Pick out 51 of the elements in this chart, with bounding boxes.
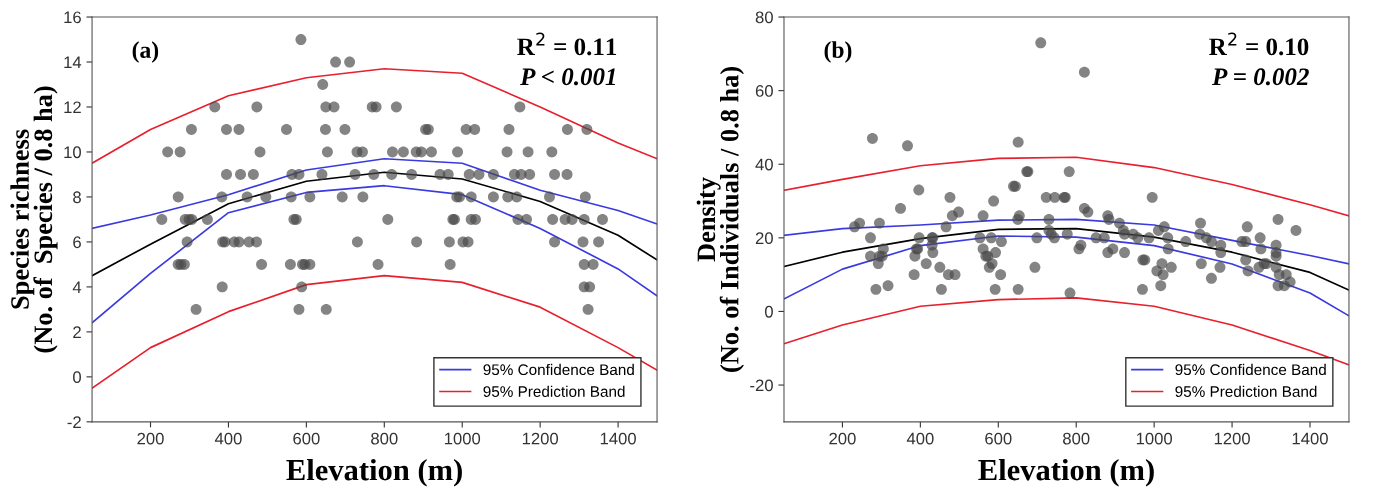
x-tick-label: 1200 <box>522 432 559 445</box>
y-tick-label: 0 <box>764 305 773 318</box>
line-series <box>783 218 1349 265</box>
legend-label: 95% Confidence Band <box>1175 363 1326 376</box>
legend-label: 95% Confidence Band <box>483 363 634 376</box>
annotation: (a) <box>132 41 159 63</box>
x-tick-label: 1400 <box>600 432 636 445</box>
y-tick-label: 6 <box>73 236 81 249</box>
y-tick-label: 80 <box>755 11 773 24</box>
x-tick-label: 1000 <box>444 432 481 445</box>
y-tick-label: 12 <box>64 101 81 114</box>
y-axis-title: Species richness (No. of Species / 0.8 ha) <box>10 86 58 353</box>
y-axis-title: Density (No. of Individuals / 0.8 ha) <box>696 66 744 372</box>
x-tick-label: 400 <box>906 432 934 445</box>
x-tick-label: 800 <box>371 432 398 445</box>
legend-label: 95% Prediction Band <box>483 385 625 397</box>
line-series <box>92 184 658 324</box>
x-tick-label: 400 <box>214 432 242 445</box>
annotation: R$^{2}$ = 0.10 <box>1209 32 1309 56</box>
line-series <box>92 171 658 277</box>
y-tick-label: 0 <box>73 371 81 384</box>
x-tick-label: 1400 <box>1292 432 1328 445</box>
x-tick-label: 600 <box>293 432 320 445</box>
line-series <box>92 157 658 230</box>
x-axis-title: Elevation (m) <box>978 458 1154 487</box>
y-tick-label: 4 <box>72 281 82 293</box>
annotation: P < 0.001 <box>520 68 615 86</box>
y-tick-label: 14 <box>64 56 82 69</box>
x-tick-label: 200 <box>137 432 164 445</box>
y-tick-label: -20 <box>750 379 773 392</box>
y-tick-label: 8 <box>73 191 81 204</box>
y-tick-label: 40 <box>755 158 773 171</box>
line-series <box>783 156 1349 217</box>
line-series <box>92 67 658 165</box>
y-tick-label: 2 <box>73 326 81 338</box>
x-tick-label: 1000 <box>1136 432 1173 445</box>
x-tick-label: 1200 <box>1214 432 1250 445</box>
annotation: R$^{2}$ = 0.11 <box>517 32 617 56</box>
y-tick-label: 60 <box>755 85 773 97</box>
y-tick-label: 10 <box>64 146 81 159</box>
x-tick-label: 200 <box>829 432 856 445</box>
legend-label: 95% Prediction Band <box>1175 385 1317 397</box>
y-tick-label: -2 <box>67 416 81 428</box>
annotation: P = 0.002 <box>1212 68 1309 86</box>
line-series <box>783 227 1349 291</box>
y-tick-label: 16 <box>64 11 81 24</box>
y-tick-label: 20 <box>755 232 773 245</box>
x-tick-label: 600 <box>985 432 1012 445</box>
x-tick-label: 800 <box>1063 432 1090 445</box>
x-axis-title: Elevation (m) <box>286 458 462 487</box>
annotation: (b) <box>824 41 852 63</box>
